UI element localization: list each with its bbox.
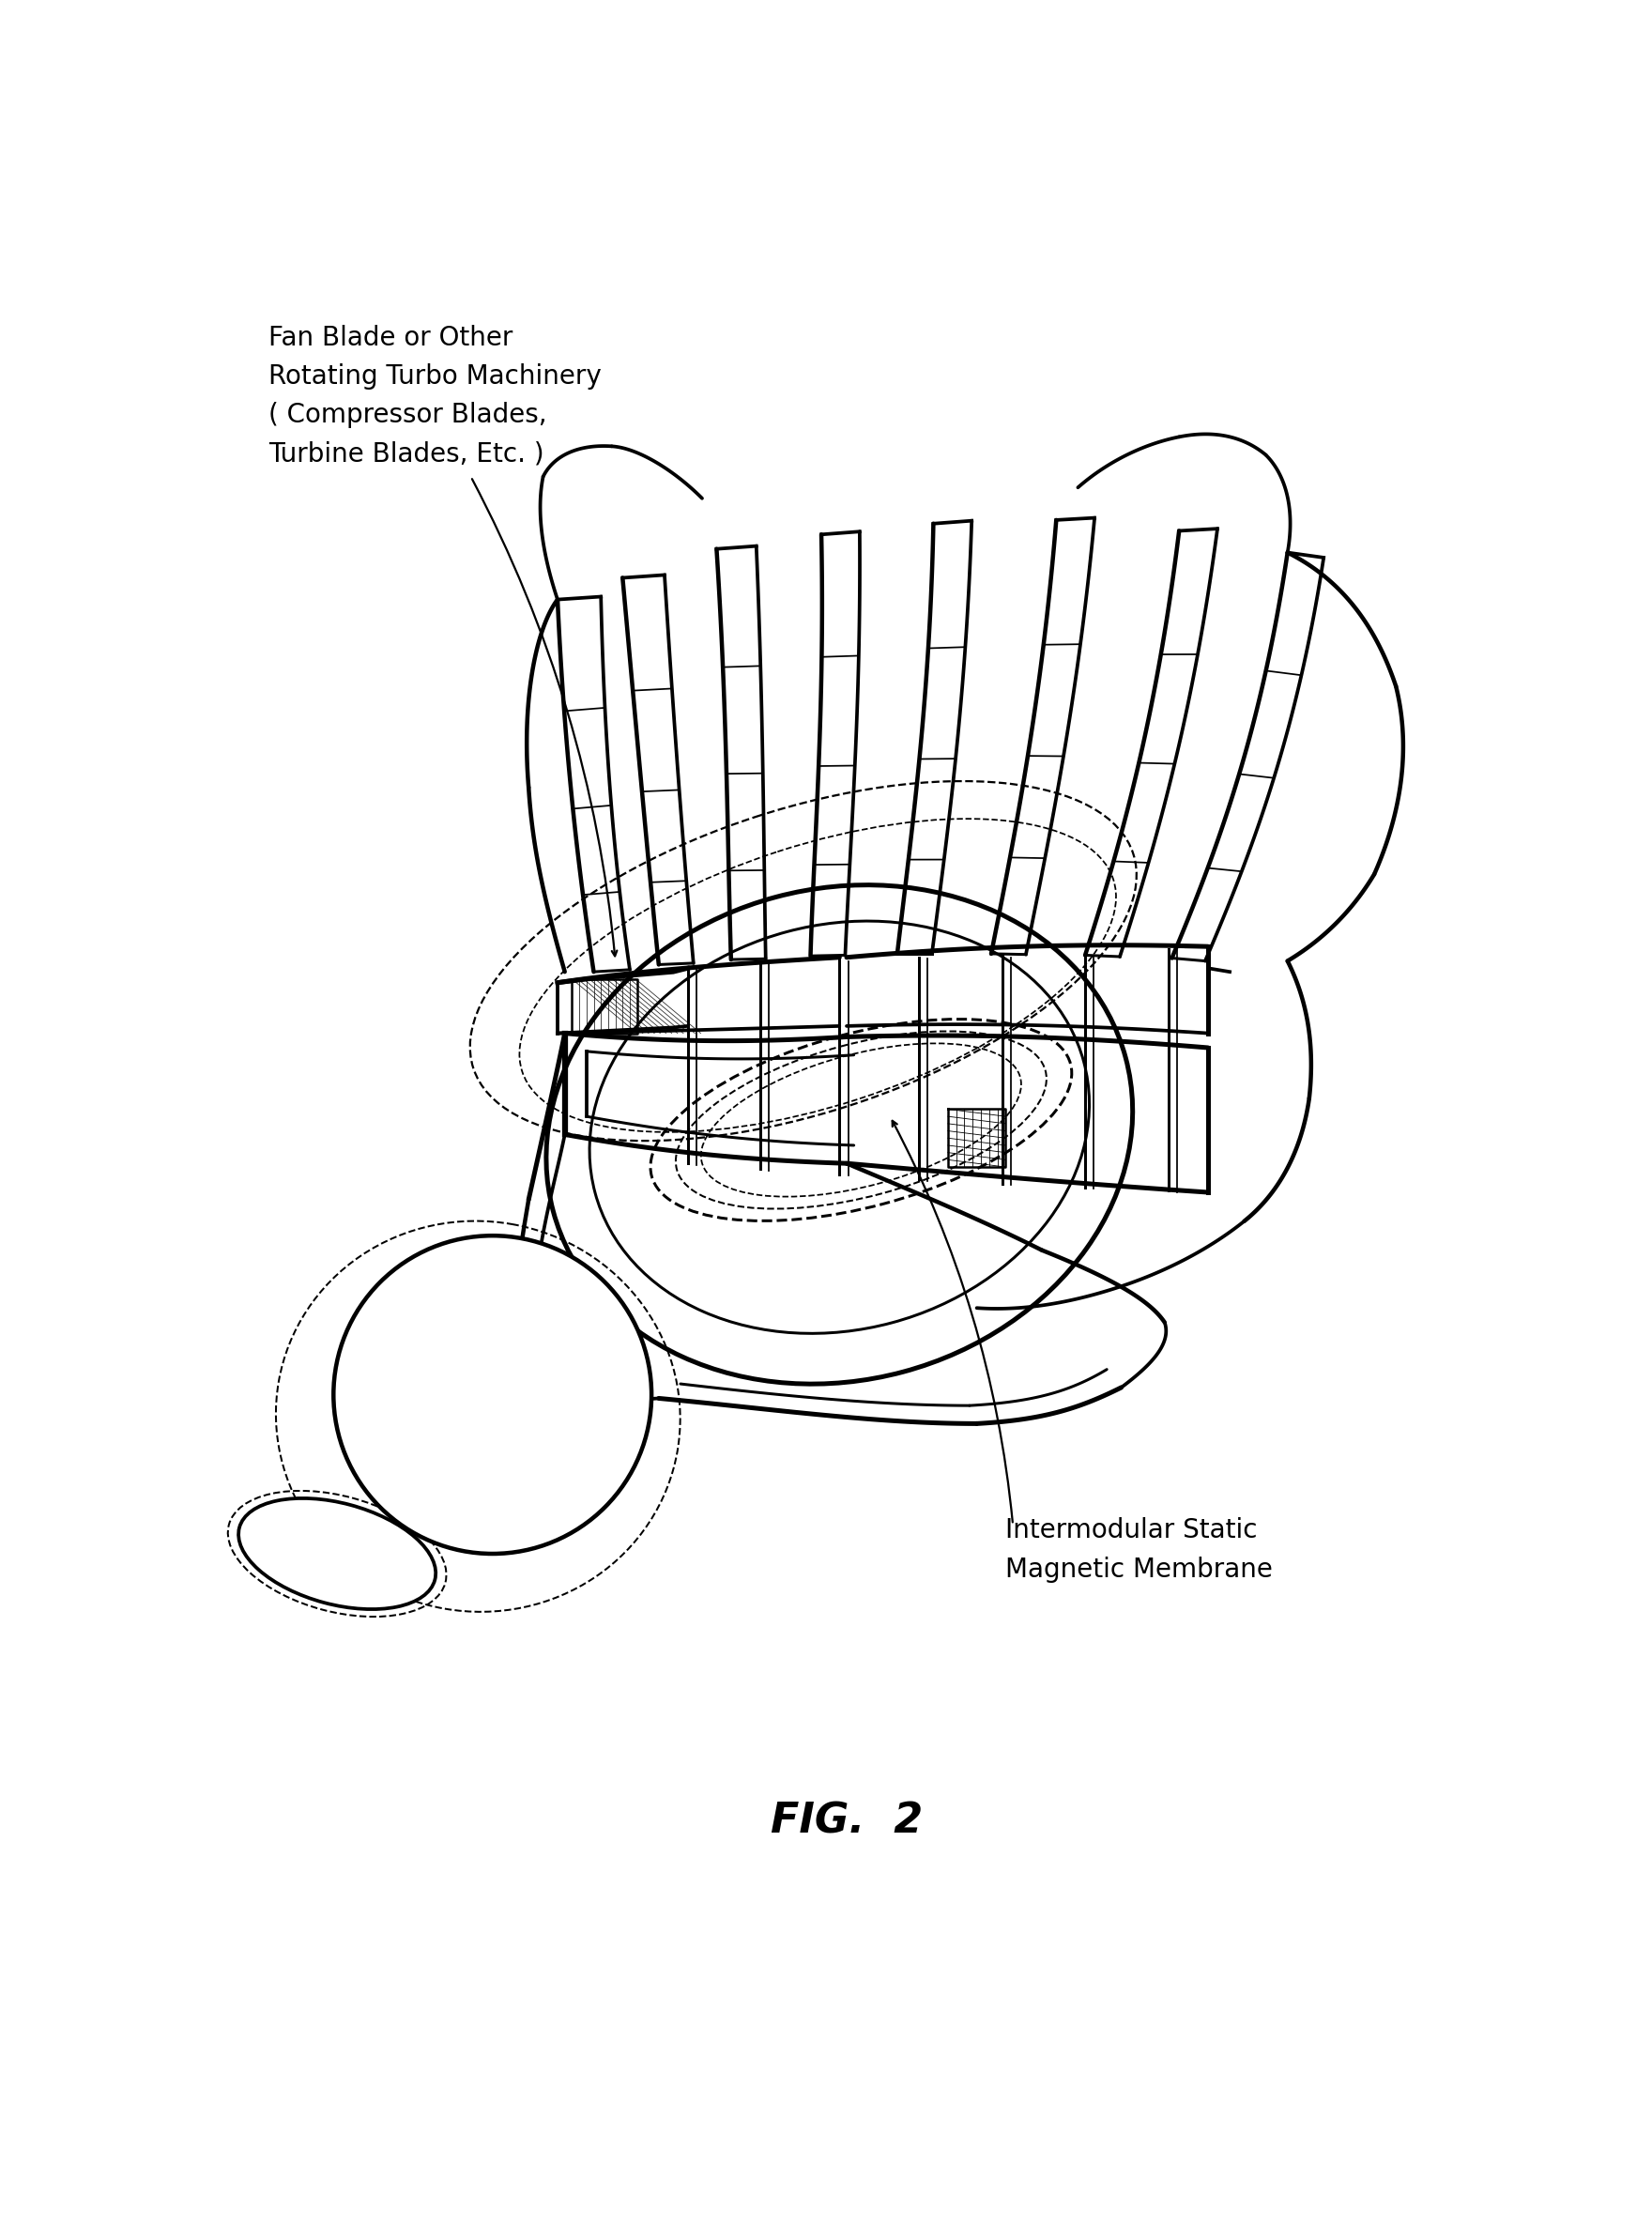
Circle shape: [334, 1235, 651, 1553]
Text: FIG.  2: FIG. 2: [770, 1800, 923, 1842]
Text: Fan Blade or Other
Rotating Turbo Machinery
( Compressor Blades,
Turbine Blades,: Fan Blade or Other Rotating Turbo Machin…: [269, 325, 601, 467]
Ellipse shape: [238, 1497, 436, 1609]
Text: Intermodular Static
Magnetic Membrane: Intermodular Static Magnetic Membrane: [1006, 1517, 1274, 1582]
